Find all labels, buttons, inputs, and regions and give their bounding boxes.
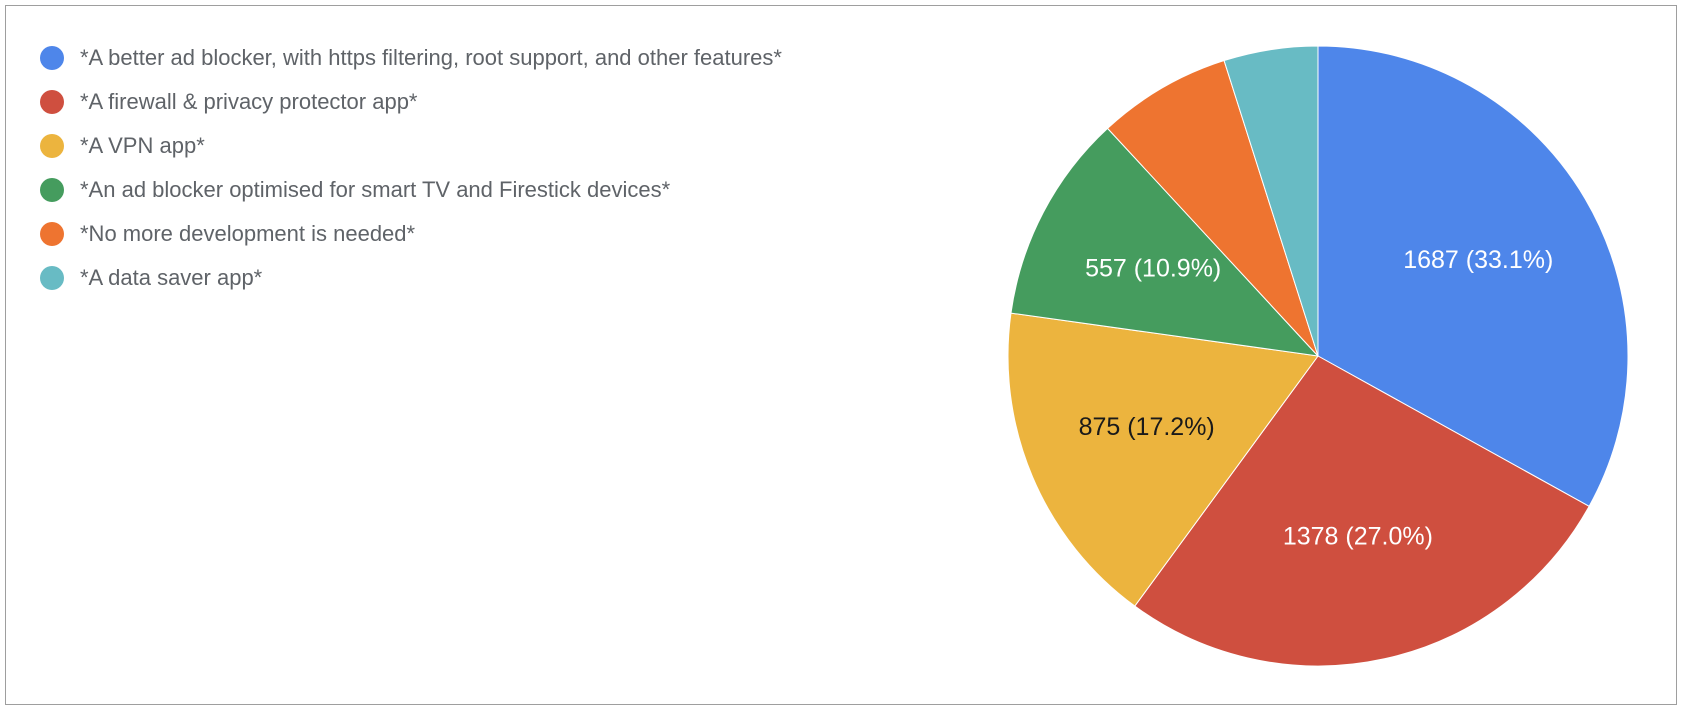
legend-label: *An ad blocker optimised for smart TV an… xyxy=(80,177,671,202)
slice-data-label: 875 (17.2%) xyxy=(1079,413,1215,441)
legend-item: *An ad blocker optimised for smart TV an… xyxy=(40,168,782,212)
legend-label: *A better ad blocker, with https filteri… xyxy=(80,45,782,70)
legend-item: *A VPN app* xyxy=(40,124,782,168)
slice-data-label: 1687 (33.1%) xyxy=(1403,246,1553,274)
legend-swatch-icon xyxy=(40,134,64,158)
legend-swatch-icon xyxy=(40,178,64,202)
legend-item: *A data saver app* xyxy=(40,256,782,300)
pie-slice xyxy=(1106,59,1319,357)
legend-label: *No more development is needed* xyxy=(80,221,416,246)
slice-data-label: 557 (10.9%) xyxy=(1085,254,1221,282)
legend-swatch-icon xyxy=(40,266,64,290)
chart-legend: *A better ad blocker, with https filteri… xyxy=(40,36,782,300)
legend-swatch-icon xyxy=(40,90,64,114)
pie-slice xyxy=(1223,45,1319,357)
legend-swatch-icon xyxy=(40,222,64,246)
legend-item: *A better ad blocker, with https filteri… xyxy=(40,36,782,80)
pie-slice xyxy=(1134,355,1590,667)
legend-label: *A data saver app* xyxy=(80,265,263,290)
pie-slice xyxy=(1007,312,1319,607)
pie-slice xyxy=(1317,45,1629,508)
slice-data-label: 1378 (27.0%) xyxy=(1283,522,1433,550)
legend-item: *No more development is needed* xyxy=(40,212,782,256)
pie-slice xyxy=(1010,127,1320,357)
legend-item: *A firewall & privacy protector app* xyxy=(40,80,782,124)
legend-label: *A firewall & privacy protector app* xyxy=(80,89,418,114)
legend-swatch-icon xyxy=(40,46,64,70)
legend-label: *A VPN app* xyxy=(80,133,205,158)
